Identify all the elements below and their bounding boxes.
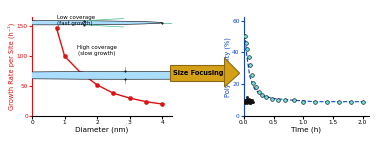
X-axis label: Diameter (nm): Diameter (nm) xyxy=(76,127,129,133)
Point xyxy=(359,100,366,103)
Circle shape xyxy=(0,71,336,79)
Point xyxy=(300,100,306,103)
Point xyxy=(243,99,249,101)
Point xyxy=(246,100,252,103)
Text: High coverage
(slow growth): High coverage (slow growth) xyxy=(77,45,117,56)
Point xyxy=(247,102,253,104)
Point xyxy=(336,100,342,103)
Point xyxy=(244,48,250,50)
Point xyxy=(324,100,330,103)
Point xyxy=(250,100,256,103)
Point xyxy=(259,94,265,96)
Point xyxy=(263,96,270,98)
Point xyxy=(242,99,248,101)
Circle shape xyxy=(0,21,162,25)
Point xyxy=(247,100,253,103)
Point xyxy=(248,100,254,103)
Point xyxy=(245,100,251,103)
Point xyxy=(246,97,252,100)
Point xyxy=(246,56,252,58)
Point xyxy=(244,96,250,98)
Point xyxy=(244,99,250,101)
Point xyxy=(247,102,253,104)
Point xyxy=(247,64,253,66)
Point xyxy=(244,97,250,100)
Point xyxy=(243,42,249,44)
Point xyxy=(269,97,275,100)
Point xyxy=(291,99,297,101)
Point xyxy=(247,99,253,101)
Y-axis label: Polydispersity (%): Polydispersity (%) xyxy=(224,37,231,97)
Text: Low coverage
(fast growth): Low coverage (fast growth) xyxy=(57,15,94,26)
Point xyxy=(282,99,288,101)
Point xyxy=(246,99,252,101)
Point xyxy=(248,74,254,76)
Point xyxy=(250,81,256,84)
Point xyxy=(256,91,262,93)
Point xyxy=(246,100,252,103)
Point xyxy=(244,102,250,104)
Point xyxy=(253,86,259,89)
Y-axis label: Growth Rate per Site (h⁻¹): Growth Rate per Site (h⁻¹) xyxy=(8,23,15,110)
Point xyxy=(312,100,318,103)
Point xyxy=(242,35,248,38)
Polygon shape xyxy=(225,58,240,87)
Point xyxy=(248,99,254,101)
Point xyxy=(243,100,249,103)
Point xyxy=(248,100,254,103)
Point xyxy=(348,100,354,103)
Point xyxy=(243,100,249,103)
Point xyxy=(242,100,248,103)
Point xyxy=(242,102,248,104)
Point xyxy=(249,99,255,101)
Text: Size Focusing: Size Focusing xyxy=(173,70,223,76)
FancyBboxPatch shape xyxy=(170,65,225,81)
X-axis label: Time (h): Time (h) xyxy=(291,127,321,133)
Point xyxy=(275,99,281,101)
